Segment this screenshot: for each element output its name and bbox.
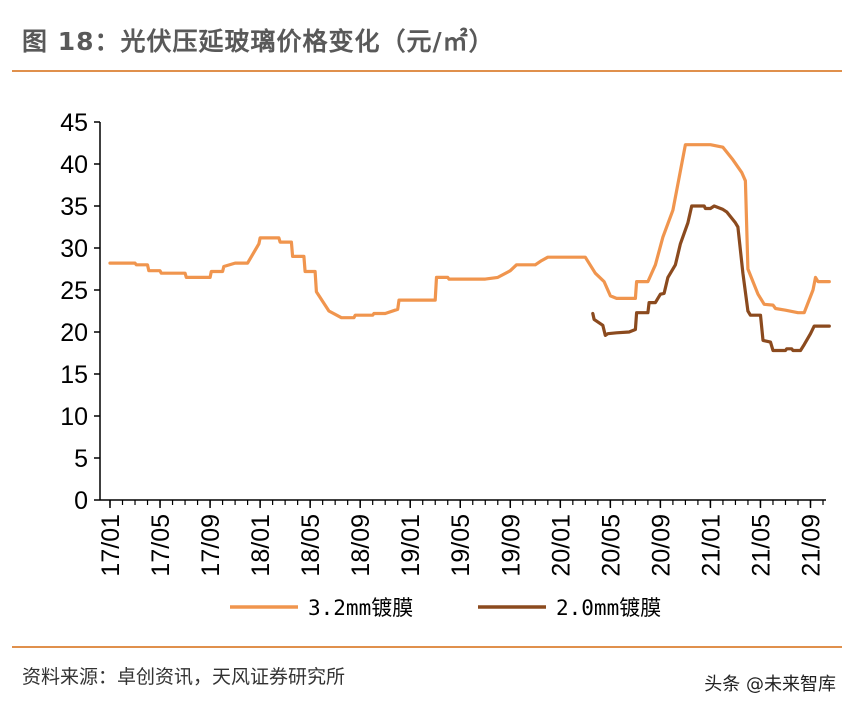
y-tick-label: 35	[60, 193, 88, 221]
y-tick-label: 40	[60, 151, 88, 179]
y-axis: 0 5 10 15 20 25 30 35 40 45	[60, 109, 101, 515]
x-tick-label: 21/09	[797, 514, 825, 577]
x-tick-label: 19/09	[497, 514, 525, 577]
legend-label-1: 3.2mm镀膜	[308, 596, 413, 620]
plot-series	[108, 143, 831, 353]
x-tick-label: 18/05	[297, 514, 325, 577]
watermark-text: 头条 @未来智库	[704, 674, 836, 695]
x-tick-label: 21/05	[747, 514, 775, 577]
y-tick-label: 20	[60, 319, 88, 347]
y-tick-label: 0	[74, 487, 88, 515]
y-tick-label: 15	[60, 361, 88, 389]
y-tick-label: 5	[74, 445, 88, 473]
x-tick-label: 20/05	[597, 514, 625, 577]
x-tick-label: 17/05	[147, 514, 175, 577]
legend-label-2: 2.0mm镀膜	[556, 596, 661, 620]
header-divider	[12, 70, 842, 72]
page-title: 图 18：光伏压延玻璃价格变化（元/㎡）	[22, 27, 495, 56]
y-tick-label: 45	[60, 109, 88, 137]
y-tick-label: 10	[60, 403, 88, 431]
series-line-1	[108, 143, 831, 320]
legend: 3.2mm镀膜 2.0mm镀膜	[230, 596, 661, 620]
x-axis: 17/01 17/05 17/09 18/01 18/05 18/09 19/01 19/05…	[97, 499, 826, 577]
footer-divider	[12, 646, 842, 648]
x-tick-label: 19/01	[397, 514, 425, 577]
x-tick-label: 20/01	[547, 514, 575, 577]
y-tick-label: 30	[60, 235, 88, 263]
x-tick-label: 21/01	[697, 514, 725, 577]
x-tick-label: 18/09	[347, 514, 375, 577]
x-tick-label: 17/09	[197, 514, 225, 577]
source-note: 资料来源：卓创资讯，天风证券研究所	[22, 666, 346, 688]
x-tick-label: 19/05	[447, 514, 475, 577]
x-tick-label: 17/01	[97, 514, 125, 577]
y-tick-label: 25	[60, 277, 88, 305]
x-tick-label: 20/09	[647, 514, 675, 577]
series-line-2	[591, 204, 831, 353]
x-tick-label: 18/01	[247, 514, 275, 577]
